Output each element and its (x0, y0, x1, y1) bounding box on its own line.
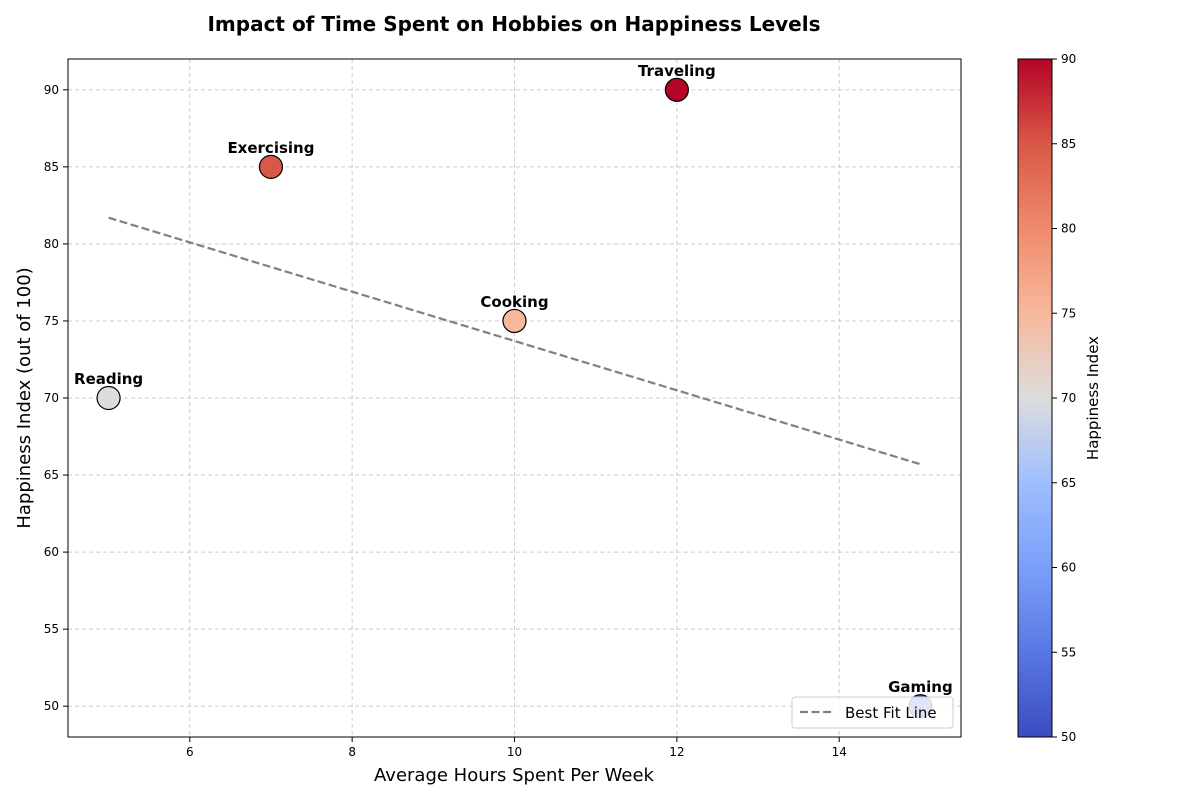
x-tick-label: 10 (507, 745, 522, 759)
y-axis-ticks: 50 55 60 65 70 75 80 85 90 (44, 83, 68, 713)
best-fit-line (108, 216, 921, 466)
colorbar-tick-label: 65 (1061, 476, 1076, 490)
legend-entry-best-fit: Best Fit Line (845, 704, 937, 722)
y-axis-label: Happiness Index (out of 100) (14, 267, 35, 528)
chart-title: Impact of Time Spent on Hobbies on Happi… (207, 12, 820, 36)
y-tick-label: 60 (44, 545, 59, 559)
y-tick-label: 75 (44, 314, 59, 328)
data-point (502, 308, 527, 334)
colorbar-tick-label: 55 (1061, 645, 1076, 659)
point-label: Cooking (480, 293, 548, 311)
colorbar-tick-label: 70 (1061, 391, 1076, 405)
y-tick-label: 85 (44, 160, 59, 174)
y-tick-label: 55 (44, 622, 59, 636)
colorbar-tick-label: 60 (1061, 561, 1076, 575)
point-label: Exercising (227, 139, 314, 157)
grid-lines (68, 59, 961, 737)
colorbar-tick-label: 75 (1061, 306, 1076, 320)
y-tick-label: 80 (44, 237, 59, 251)
legend-box (791, 696, 954, 729)
point-label: Gaming (888, 678, 953, 696)
x-axis-ticks: 6 8 10 12 14 (186, 737, 847, 759)
colorbar-tick-label: 80 (1061, 222, 1076, 236)
x-tick-label: 14 (832, 745, 847, 759)
x-tick-label: 8 (348, 745, 356, 759)
colorbar-tick-label: 90 (1061, 52, 1076, 66)
colorbar-label: Happiness Index (1084, 336, 1102, 460)
legend: Best Fit Line (791, 696, 954, 729)
y-tick-label: 50 (44, 699, 59, 713)
data-point (664, 77, 689, 102)
y-tick-label: 65 (44, 468, 59, 482)
data-point (258, 154, 284, 179)
point-labels: Reading Exercising Cooking Traveling Gaming (74, 62, 953, 696)
colorbar-ticks: 50 55 60 65 70 75 80 85 90 (1052, 52, 1076, 744)
point-label: Reading (74, 370, 143, 388)
x-tick-label: 6 (186, 745, 194, 759)
point-label: Traveling (638, 62, 716, 80)
colorbar-tick-label: 85 (1061, 137, 1076, 151)
y-tick-label: 70 (44, 391, 59, 405)
colorbar: 50 55 60 65 70 75 80 85 90 Happiness Index (1017, 52, 1102, 744)
colorbar-tick-label: 50 (1061, 730, 1076, 744)
colorbar-gradient (1017, 58, 1053, 738)
y-tick-label: 90 (44, 83, 59, 97)
x-tick-label: 12 (669, 745, 684, 759)
x-axis-label: Average Hours Spent Per Week (374, 765, 655, 786)
data-point (96, 385, 121, 411)
plot-frame (67, 58, 962, 738)
